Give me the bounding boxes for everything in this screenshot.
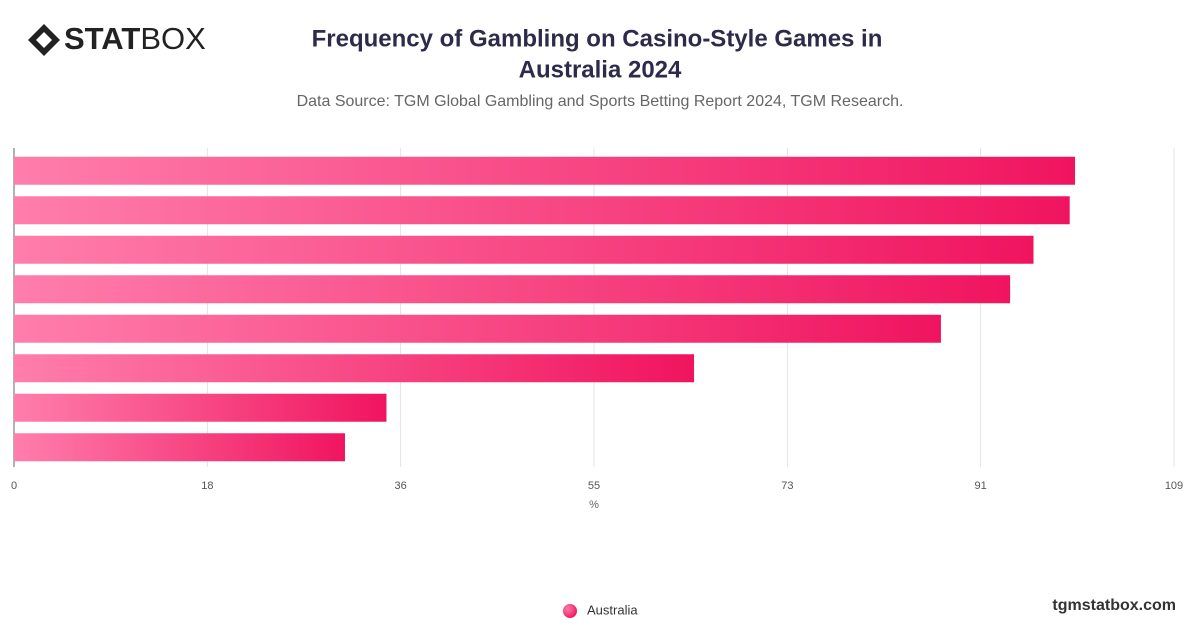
chart-title: Frequency of Gambling on Casino-Style Ga…	[312, 25, 883, 52]
logo: STATBOX	[28, 21, 206, 56]
chart-subtitle: Data Source: TGM Global Gambling and Spo…	[297, 93, 904, 110]
bar	[14, 156, 1076, 185]
legend-marker	[563, 604, 577, 618]
x-tick-label: 73	[781, 480, 793, 492]
logo-icon	[28, 24, 60, 56]
bar	[14, 196, 1070, 225]
logo-bold-text: STAT	[64, 21, 140, 56]
x-tick-label: 91	[975, 480, 987, 492]
logo-light-text: BOX	[140, 21, 206, 56]
logo-bold: STATBOX	[64, 21, 206, 56]
x-tick-label: 18	[201, 480, 213, 492]
x-axis-label: %	[589, 499, 599, 511]
bar	[14, 433, 345, 462]
legend-label: Australia	[587, 602, 638, 617]
x-tick-label: 36	[395, 480, 407, 492]
x-tick-label: 109	[1165, 480, 1183, 492]
chart-title: Australia 2024	[519, 56, 682, 83]
bar	[14, 275, 1011, 304]
bar	[14, 314, 941, 343]
x-tick-label: 55	[588, 480, 600, 492]
bar	[14, 235, 1034, 264]
footer-url: tgmstatbox.com	[1052, 597, 1176, 614]
bar	[14, 393, 387, 422]
bar	[14, 354, 695, 383]
x-tick-label: 0	[11, 480, 17, 492]
